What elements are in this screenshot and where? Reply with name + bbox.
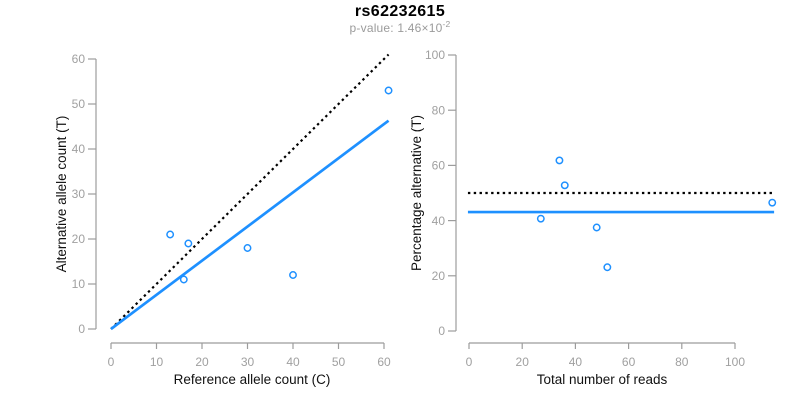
data-point bbox=[603, 263, 612, 272]
y-tick-label: 60 bbox=[72, 52, 86, 66]
x-tick-label: 50 bbox=[332, 355, 346, 369]
pvalue-text: p-value: 1.46×10 bbox=[349, 21, 443, 35]
data-point bbox=[243, 244, 252, 252]
x-axis-title: Total number of reads bbox=[537, 372, 668, 387]
y-tick-label: 80 bbox=[432, 103, 446, 117]
x-tick-label: 20 bbox=[516, 355, 530, 369]
pvalue-subtitle: p-value: 1.46×10-2 bbox=[0, 19, 800, 35]
x-axis-title: Reference allele count (C) bbox=[174, 372, 331, 387]
x-tick-label: 60 bbox=[622, 355, 636, 369]
y-tick-label: 20 bbox=[432, 269, 446, 283]
y-axis-title: Percentage alternative (T) bbox=[409, 115, 424, 271]
y-tick-label: 20 bbox=[72, 232, 86, 246]
allele-count-panel: 0 10 20 30 40 50 60 0 10 20 30 40 50 60 Reference alle… bbox=[54, 52, 393, 387]
data-point bbox=[166, 230, 175, 239]
data-point bbox=[536, 214, 545, 223]
y-tick-label: 40 bbox=[72, 142, 86, 156]
y-tick-label: 30 bbox=[72, 187, 86, 201]
x-tick-label: 40 bbox=[569, 355, 583, 369]
data-point bbox=[555, 156, 564, 165]
x-tick-label: 80 bbox=[675, 355, 689, 369]
x-tick-label: 30 bbox=[241, 355, 255, 369]
data-point bbox=[289, 271, 297, 279]
x-tick-label: 20 bbox=[195, 355, 209, 369]
data-point bbox=[768, 198, 777, 207]
x-tick-label: 0 bbox=[108, 355, 115, 369]
y-tick-label: 0 bbox=[78, 322, 85, 336]
y-tick-label: 100 bbox=[425, 48, 445, 62]
fitted-ratio-line bbox=[110, 119, 390, 331]
data-point bbox=[384, 86, 393, 95]
y-tick-label: 10 bbox=[72, 277, 86, 291]
data-point bbox=[560, 181, 569, 190]
x-tick-label: 40 bbox=[286, 355, 300, 369]
x-tick-label: 60 bbox=[377, 355, 391, 369]
data-point bbox=[179, 275, 188, 284]
pvalue-exponent: -2 bbox=[442, 19, 451, 29]
x-tick-label: 10 bbox=[150, 355, 164, 369]
expected-identity-line bbox=[110, 53, 390, 330]
x-tick-label: 0 bbox=[466, 355, 473, 369]
y-tick-label: 40 bbox=[432, 214, 446, 228]
percentage-panel: 0 20 40 60 80 100 0 20 40 60 80 100 Total number of … bbox=[409, 48, 777, 387]
page-title: rs62232615 bbox=[354, 3, 446, 20]
y-tick-label: 50 bbox=[72, 97, 86, 111]
y-tick-label: 60 bbox=[432, 159, 446, 173]
x-tick-label: 100 bbox=[725, 355, 745, 369]
y-axis-title: Alternative allele count (T) bbox=[54, 116, 69, 273]
y-tick-label: 0 bbox=[438, 324, 445, 338]
data-point bbox=[592, 223, 601, 232]
data-point bbox=[184, 239, 193, 248]
